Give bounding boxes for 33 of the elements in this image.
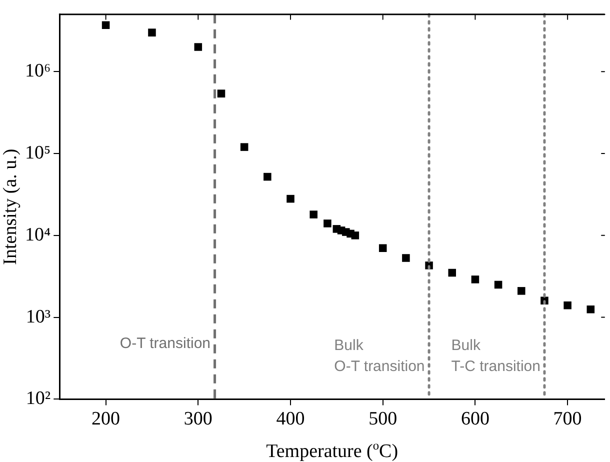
point <box>564 301 572 310</box>
point <box>494 280 502 289</box>
x-tick-label: 200 <box>92 408 120 430</box>
y-tick-label: 10⁵ <box>25 142 51 164</box>
x-tick-label: 500 <box>368 408 398 430</box>
ref-line-label: O-T transition <box>120 335 211 352</box>
point <box>148 28 156 36</box>
point <box>264 172 272 181</box>
y-tick-label: 10³ <box>26 306 51 328</box>
point <box>351 232 360 240</box>
ref-line-label: Bulk O-T transition <box>334 337 425 375</box>
point <box>586 305 595 314</box>
point <box>378 244 387 252</box>
point <box>310 210 318 218</box>
point <box>286 194 294 203</box>
point <box>240 143 248 151</box>
point <box>402 254 410 262</box>
point <box>448 268 456 277</box>
point <box>324 220 332 228</box>
x-tick-label: 700 <box>553 408 582 430</box>
point <box>194 43 202 51</box>
x-tick-label: 300 <box>184 408 212 430</box>
x-tick-label: 400 <box>276 408 305 430</box>
point <box>471 276 480 284</box>
point <box>517 287 526 295</box>
y-tick-label: 10⁴ <box>25 224 51 246</box>
point <box>217 90 226 98</box>
y-tick-label: 10² <box>26 388 51 410</box>
point <box>102 21 110 29</box>
y-tick-label: 10⁶ <box>25 60 51 82</box>
y-axis-title: Intensity (a. u.) <box>0 148 21 265</box>
ref-line-label: Bulk T-C transition <box>451 337 540 375</box>
x-tick-label: 600 <box>460 408 490 430</box>
